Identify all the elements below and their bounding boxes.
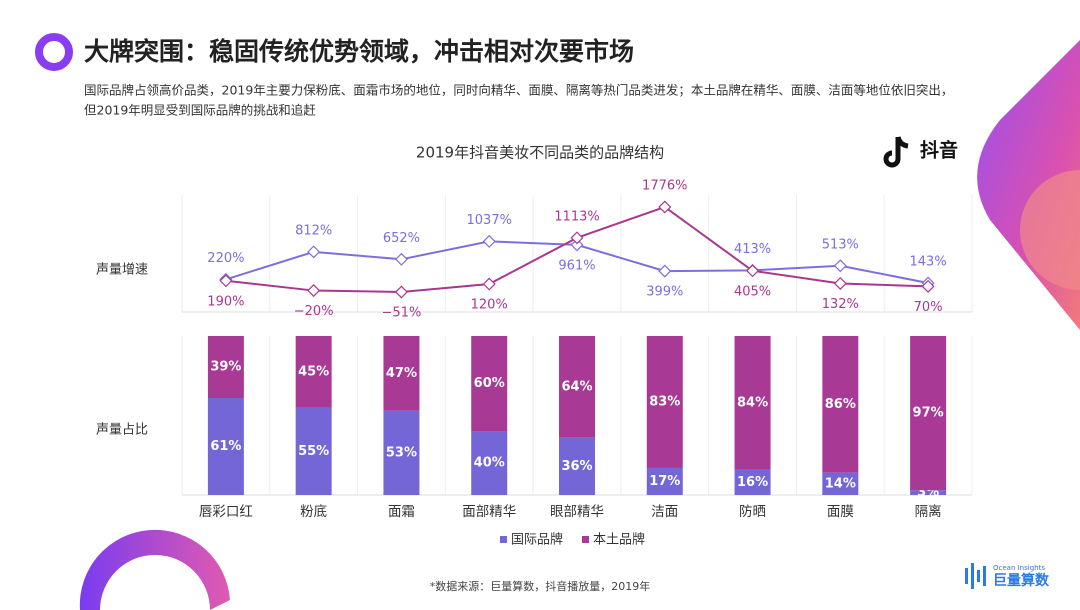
bar [383, 410, 420, 495]
bar-label: 17% [649, 474, 680, 489]
value-label: 812% [295, 223, 332, 238]
marker [570, 238, 584, 252]
value-label: 220% [207, 251, 244, 266]
x-tick-label: 唇彩口红 [199, 504, 253, 520]
value-label: 652% [383, 231, 420, 246]
bar [646, 336, 683, 468]
marker [570, 231, 584, 245]
source: *数据来源：巨量算数，抖音播放量，2019年 [430, 579, 651, 593]
legend-swatch [582, 536, 589, 543]
bar [822, 336, 859, 473]
marker [394, 252, 408, 266]
ocean-logo: Ocean Insights 巨量算数 [965, 563, 1050, 589]
marker [921, 279, 935, 293]
bar-label: 61% [210, 439, 241, 454]
x-tick-label: 面膜 [827, 504, 854, 520]
x-tick-label: 粉底 [300, 504, 327, 520]
logo-cn: 巨量算数 [993, 572, 1050, 589]
x-tick-label: 隔离 [915, 503, 942, 520]
x-tick-label: 面部精华 [462, 504, 516, 520]
bar-label: 47% [386, 366, 417, 381]
bar-label: 16% [737, 475, 768, 490]
value-label: 513% [822, 237, 859, 252]
bar [734, 336, 771, 470]
value-label: 1113% [554, 209, 599, 224]
bar [295, 407, 332, 495]
value-label: 1037% [467, 213, 512, 228]
bar [559, 336, 595, 438]
bar [383, 336, 420, 411]
bar-label: 60% [474, 376, 505, 391]
bar-label: 55% [298, 444, 329, 459]
bar [734, 469, 771, 495]
x-tick-label: 面霜 [388, 504, 415, 520]
bar-label: 86% [825, 397, 856, 412]
title: 大牌突围：稳固传统优势领域，冲击相对次要市场 [84, 37, 634, 66]
bar [471, 336, 508, 432]
value-label: 399% [646, 285, 683, 300]
bar-label: 97% [913, 406, 944, 421]
decoration [35, 33, 1080, 610]
marker [833, 259, 847, 273]
bar [295, 336, 332, 408]
marker [482, 277, 496, 291]
marker [658, 264, 672, 278]
bar [207, 336, 244, 399]
bar-label: 83% [649, 394, 680, 409]
x-tick-label: 洁面 [651, 504, 678, 520]
bar [822, 472, 859, 495]
bar-label: 39% [210, 360, 241, 375]
bar [646, 467, 683, 495]
marker [482, 234, 496, 248]
bar-label: 40% [474, 456, 505, 471]
bar [471, 431, 508, 495]
marker [307, 245, 321, 259]
value-label: 70% [914, 300, 943, 315]
bar [910, 490, 947, 495]
bar-label: 84% [737, 395, 768, 410]
marker [833, 276, 847, 290]
marker [746, 264, 760, 278]
value-label: 405% [734, 284, 771, 299]
logo-text: 抖音 [920, 139, 958, 162]
value-label: 190% [207, 294, 244, 309]
bar-label: 14% [825, 476, 856, 491]
marker [307, 284, 321, 298]
value-label: 1776% [642, 179, 687, 194]
plot: 220% 812% 652% 1037% 961% 399% 413% 513% 143% 190… [199, 179, 947, 548]
bar-label: 45% [298, 364, 329, 379]
value-label: −20% [294, 304, 334, 319]
marker [394, 285, 408, 299]
legend-label: 国际品牌 [511, 532, 563, 548]
x-tick-label: 眼部精华 [550, 504, 604, 520]
row-label: 声量增速 [96, 263, 148, 278]
bar-label: 53% [386, 445, 417, 460]
value-label: 413% [734, 242, 771, 257]
legend-label: 本土品牌 [593, 532, 645, 548]
bar [207, 398, 244, 495]
bar-label: 64% [561, 379, 592, 394]
value-label: 143% [910, 254, 947, 269]
description: 国际品牌占领高价品类，2019年主要力保粉底、面霜市场的地位，同时向精华、面膜、… [84, 83, 953, 98]
marker [219, 274, 233, 288]
value-label: 132% [822, 297, 859, 312]
marker [658, 200, 672, 214]
bar-label: 36% [561, 459, 592, 474]
chart-title: 2019年抖音美妆不同品类的品牌结构 [416, 144, 664, 162]
logo-en: Ocean Insights [993, 564, 1045, 572]
row-label: 声量占比 [96, 423, 148, 438]
bar [559, 437, 595, 495]
x-tick-label: 防晒 [739, 504, 766, 520]
bar [910, 336, 947, 491]
legend-swatch [500, 536, 507, 543]
description: 但2019年明显受到国际品牌的挑战和追赶 [84, 103, 316, 118]
douyin-logo: 抖音 [883, 136, 958, 168]
value-label: 120% [471, 298, 508, 313]
value-label: 961% [558, 258, 595, 273]
value-label: −51% [382, 306, 422, 321]
